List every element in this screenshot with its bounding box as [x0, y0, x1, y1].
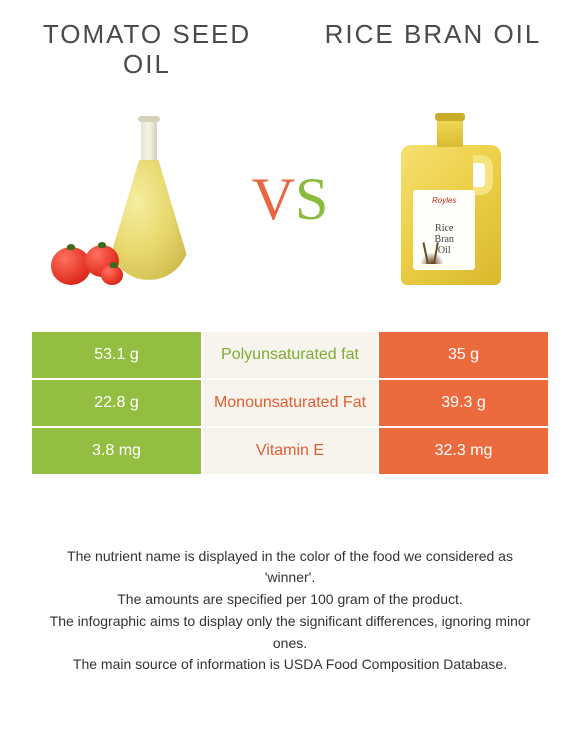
nutrient-table: 53.1 gPolyunsaturated fat35 g22.8 gMonou…	[30, 330, 550, 476]
vs-s: S	[295, 165, 328, 234]
footer-line-1: The nutrient name is displayed in the co…	[40, 546, 540, 589]
left-value: 53.1 g	[32, 332, 201, 378]
right-value: 32.3 mg	[379, 428, 548, 474]
bottle-brand: Royles	[413, 196, 475, 205]
nutrient-label: Vitamin E	[203, 428, 377, 474]
footer-line-3: The infographic aims to display only the…	[40, 611, 540, 654]
table-row: 22.8 gMonounsaturated Fat39.3 g	[32, 380, 548, 426]
right-value: 35 g	[379, 332, 548, 378]
vs-label: VS	[252, 165, 329, 234]
table-row: 3.8 mgVitamin E32.3 mg	[32, 428, 548, 474]
table-row: 53.1 gPolyunsaturated fat35 g	[32, 332, 548, 378]
footer-notes: The nutrient name is displayed in the co…	[30, 546, 550, 676]
nutrient-label: Polyunsaturated fat	[203, 332, 377, 378]
left-title: TOMATO SEED OIL	[30, 20, 264, 80]
left-image	[30, 100, 228, 300]
left-value: 3.8 mg	[32, 428, 201, 474]
right-image: Royles Rice Bran Oil	[352, 100, 550, 300]
footer-line-2: The amounts are specified per 100 gram o…	[40, 589, 540, 611]
right-value: 39.3 g	[379, 380, 548, 426]
footer-line-4: The main source of information is USDA F…	[40, 654, 540, 676]
vs-v: V	[252, 165, 295, 234]
left-value: 22.8 g	[32, 380, 201, 426]
right-title: RICE BRAN OIL	[316, 20, 550, 80]
bottle-line1: Rice	[435, 223, 453, 234]
nutrient-label: Monounsaturated Fat	[203, 380, 377, 426]
